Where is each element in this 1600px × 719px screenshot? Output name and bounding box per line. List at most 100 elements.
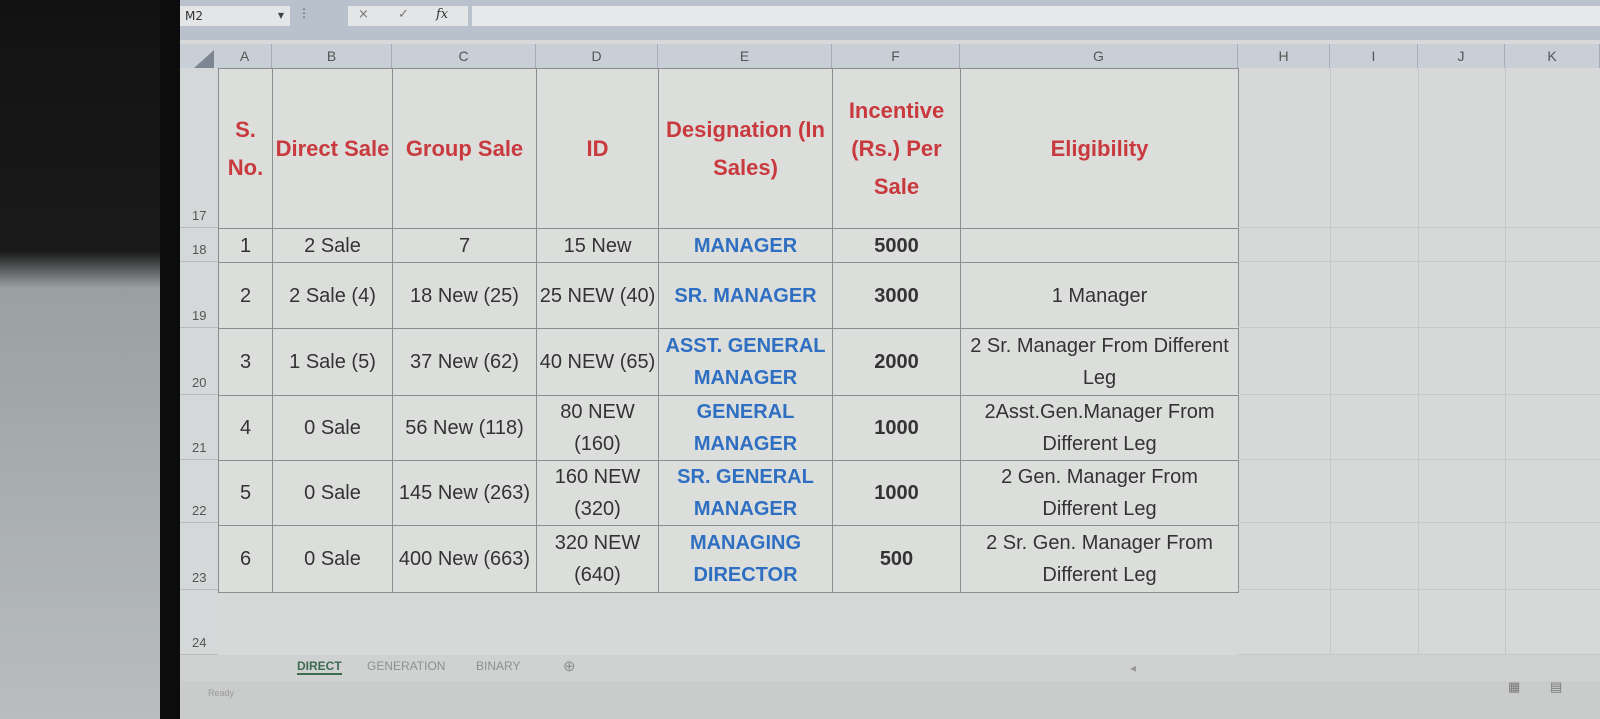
normal-view-icon[interactable]: ▦ [1508,679,1521,694]
page-layout-icon[interactable]: ▤ [1550,679,1563,694]
enter-icon[interactable]: ✓ [398,7,409,22]
data-table: S. No. Direct Sale Group Sale ID Designation… [218,68,1239,593]
cell[interactable]: 1 Sale (5) [272,328,393,396]
cell[interactable]: 500 [832,525,961,593]
cell[interactable]: ASST. GENERAL MANAGER [658,328,833,396]
cell[interactable]: 6 [218,525,273,593]
column-header-k[interactable]: K [1505,44,1600,68]
cell[interactable]: 56 New (118) [392,395,537,461]
cell[interactable]: 1000 [832,460,961,526]
cell[interactable]: 0 Sale [272,525,393,593]
cell[interactable]: 0 Sale [272,395,393,461]
formula-input[interactable] [472,6,1600,26]
column-header-a[interactable]: A [218,44,272,68]
cell[interactable]: 80 NEW (160) [536,395,659,461]
column-header-j[interactable]: J [1418,44,1505,68]
row-header-22[interactable]: 22 [180,460,218,523]
cell[interactable]: 2000 [832,328,961,396]
status-bar: Ready ▦ ▤ [180,679,1600,719]
column-header-e[interactable]: E [658,44,832,68]
header-cell[interactable]: ID [536,68,659,229]
cell[interactable]: 3 [218,328,273,396]
cell[interactable]: 2 Sr. Manager From Different Leg [960,328,1239,396]
cell[interactable]: 5000 [832,228,961,263]
gridline [1238,394,1600,395]
drag-handle-icon[interactable]: ⋮ [298,6,310,20]
row-header-17[interactable]: 17 [180,68,218,228]
cell[interactable]: 1000 [832,395,961,461]
row-header-18[interactable]: 18 [180,228,218,262]
row-number: 22 [192,503,207,518]
column-header-d[interactable]: D [536,44,658,68]
row-number: 19 [192,308,207,323]
cell[interactable]: 2Asst.Gen.Manager From Different Leg [960,395,1239,461]
cell[interactable]: 15 New [536,228,659,263]
header-cell[interactable]: Group Sale [392,68,537,229]
cell[interactable]: 25 NEW (40) [536,262,659,329]
chevron-down-icon[interactable]: ▼ [277,11,284,20]
cell[interactable]: SR. GENERAL MANAGER [658,460,833,526]
empty-column-h[interactable] [1238,68,1331,655]
column-header-c[interactable]: C [392,44,536,68]
cell[interactable]: GENERAL MANAGER [658,395,833,461]
cell[interactable]: 37 New (62) [392,328,537,396]
header-cell[interactable]: Eligibility [960,68,1239,229]
row-header-24[interactable]: 24 [180,590,218,655]
cell[interactable]: 5 [218,460,273,526]
cell[interactable]: 4 [218,395,273,461]
cell[interactable]: 2 Sale (4) [272,262,393,329]
cell[interactable]: 3000 [832,262,961,329]
sheet-tab-binary[interactable]: BINARY [476,659,521,673]
column-header-i[interactable]: I [1330,44,1418,68]
sheet-tab-generation[interactable]: GENERATION [367,659,446,673]
column-header-g[interactable]: G [960,44,1238,68]
column-header-h[interactable]: H [1238,44,1330,68]
row-header-19[interactable]: 19 [180,262,218,328]
header-cell[interactable]: Direct Sale [272,68,393,229]
cell[interactable]: 1 Manager [960,262,1239,329]
select-all-button[interactable] [194,50,214,68]
row-header-21[interactable]: 21 [180,395,218,460]
name-box[interactable]: M2 ▼ [180,6,290,26]
scroll-left-icon[interactable]: ◂ [1130,661,1137,675]
gridline [1238,327,1600,328]
sheet-tab-direct[interactable]: DIRECT [297,659,342,675]
cell[interactable]: 160 NEW (320) [536,460,659,526]
cell[interactable]: 145 New (263) [392,460,537,526]
cell[interactable] [960,228,1239,263]
gridline [1238,261,1600,262]
header-cell[interactable]: S. No. [218,68,273,229]
column-header-b[interactable]: B [272,44,392,68]
cancel-icon[interactable]: × [358,7,369,22]
row-header-20[interactable]: 20 [180,328,218,395]
header-cell[interactable]: Incentive (Rs.) Per Sale [832,68,961,229]
empty-column-i[interactable] [1330,68,1419,655]
cell[interactable]: 2 Sale [272,228,393,263]
cell[interactable]: MANAGING DIRECTOR [658,525,833,593]
empty-column-j[interactable] [1418,68,1506,655]
cell[interactable]: 0 Sale [272,460,393,526]
empty-column-k[interactable] [1505,68,1600,655]
cell[interactable]: 40 NEW (65) [536,328,659,396]
cell[interactable]: SR. MANAGER [658,262,833,329]
photo-background [0,0,165,719]
cell[interactable]: 1 [218,228,273,263]
gridline [1238,459,1600,460]
row-header-23[interactable]: 23 [180,523,218,590]
cell[interactable]: 2 [218,262,273,329]
cell[interactable]: MANAGER [658,228,833,263]
column-header-f[interactable]: F [832,44,960,68]
cell[interactable]: 18 New (25) [392,262,537,329]
cell[interactable]: 2 Sr. Gen. Manager From Different Leg [960,525,1239,593]
insert-function-icon[interactable]: fx [436,7,449,22]
cell[interactable]: 400 New (663) [392,525,537,593]
cell[interactable]: 320 NEW (640) [536,525,659,593]
header-cell[interactable]: Designation (In Sales) [658,68,833,229]
cell[interactable]: 7 [392,228,537,263]
add-sheet-icon[interactable]: ⊕ [563,658,576,675]
cell[interactable]: 2 Gen. Manager From Different Leg [960,460,1239,526]
